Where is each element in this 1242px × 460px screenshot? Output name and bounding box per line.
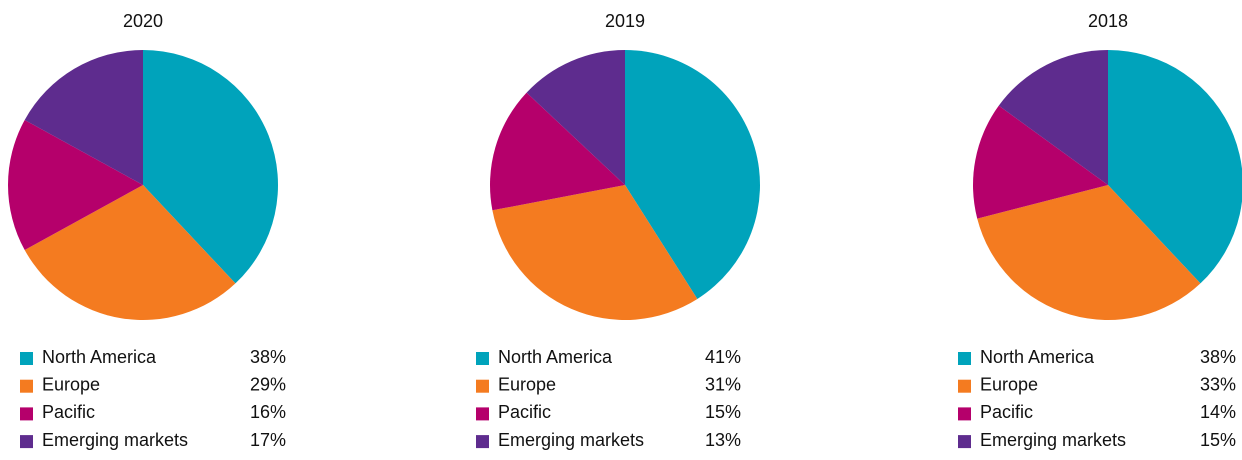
legend-label: Pacific [498, 402, 551, 422]
legend-label: North America [42, 347, 157, 367]
legend-label: North America [980, 347, 1095, 367]
legend-label: Europe [498, 374, 556, 394]
legend-swatch [958, 352, 971, 365]
legend-value: 41% [705, 347, 741, 367]
pie-slice [526, 50, 625, 185]
legend-label: Emerging markets [42, 430, 188, 450]
legend-swatch [476, 407, 489, 421]
pie-slice [625, 50, 760, 299]
legend-label: Emerging markets [980, 430, 1126, 450]
legend-value: 38% [250, 347, 286, 367]
pie-slice [143, 50, 279, 284]
pie-slice [492, 185, 698, 320]
legend-value: 17% [250, 430, 286, 450]
legend-swatch [476, 352, 489, 365]
legend-label: Pacific [980, 402, 1033, 422]
legend-swatch [958, 407, 971, 421]
legend-value: 15% [705, 402, 741, 422]
legend-value: 15% [1200, 430, 1236, 450]
pie-slice [7, 119, 143, 251]
legend-value: 38% [1200, 347, 1236, 367]
pie-slice [977, 185, 1201, 320]
legend-swatch [476, 435, 489, 449]
legend-label: Europe [42, 374, 100, 394]
legend-swatch [20, 407, 33, 421]
legend-value: 16% [250, 402, 286, 422]
legend-swatch [20, 435, 33, 449]
pie-title: 2019 [605, 11, 645, 31]
pie-slice [24, 50, 143, 185]
pie-slice [998, 50, 1108, 185]
legend-swatch [958, 435, 971, 449]
pie-slice [24, 185, 236, 320]
legend-label: North America [498, 347, 613, 367]
pie-title: 2020 [123, 11, 163, 31]
legend-label: Europe [980, 374, 1038, 394]
legend-label: Emerging markets [498, 430, 644, 450]
legend-label: Pacific [42, 402, 95, 422]
legend-swatch [20, 379, 33, 393]
pie-slice [972, 105, 1108, 219]
legend-swatch [476, 379, 489, 393]
legend-value: 14% [1200, 402, 1236, 422]
legend-value: 13% [705, 430, 741, 450]
legend-value: 29% [250, 374, 286, 394]
legend-swatch [958, 379, 971, 393]
legend-value: 33% [1200, 374, 1236, 394]
pie-slice [1108, 50, 1242, 284]
pie-slice [490, 92, 625, 211]
legend-value: 31% [705, 374, 741, 394]
legend-swatch [20, 352, 33, 365]
pie-title: 2018 [1088, 11, 1128, 31]
